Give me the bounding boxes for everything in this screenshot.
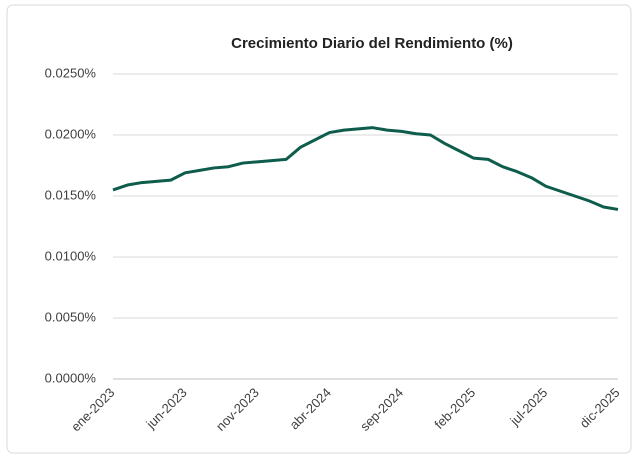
y-tick-label: 0.0100% [45,248,97,263]
y-tick-label: 0.0200% [45,126,97,141]
y-tick-label: 0.0150% [45,187,97,202]
y-tick-label: 0.0250% [45,65,97,80]
line-series [112,126,619,211]
y-tick-label: 0.0000% [45,370,97,385]
chart-title: Crecimiento Diario del Rendimiento (%) [231,35,513,52]
y-tick-label: 0.0050% [45,309,97,324]
chart-frame [6,4,632,454]
